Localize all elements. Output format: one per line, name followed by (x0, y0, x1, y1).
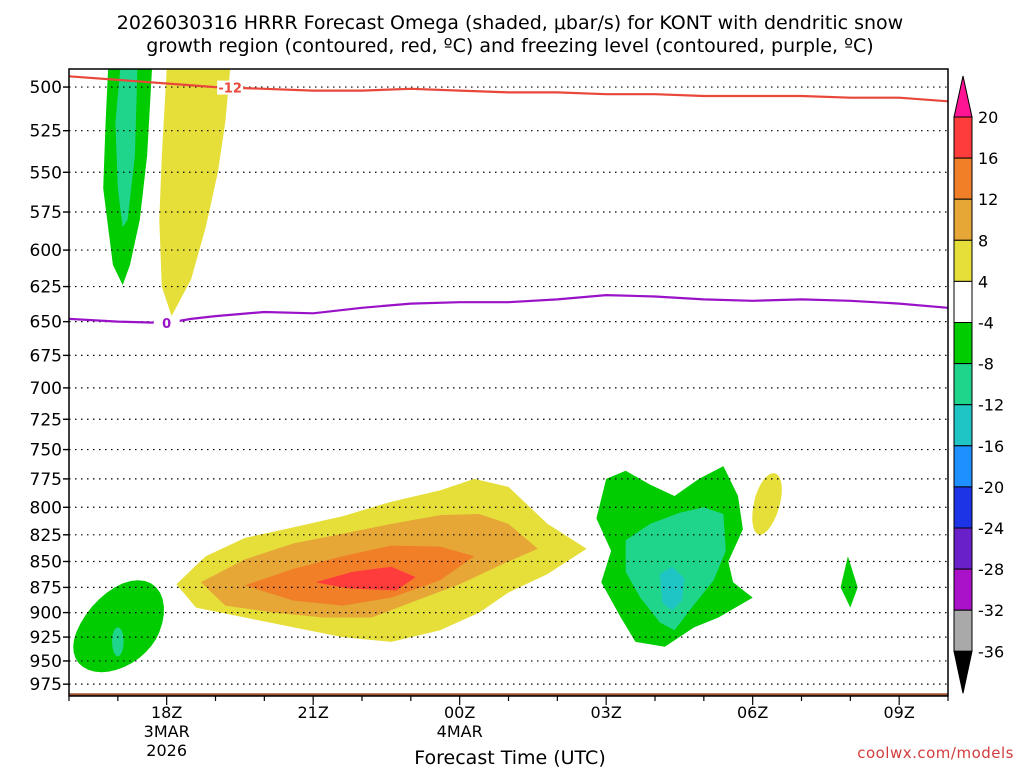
colorbar-label-11: -28 (978, 560, 1004, 579)
x-tick-label-18Z: 18Z (151, 703, 182, 722)
ground-strip (69, 693, 948, 696)
y-tick-label-875: 875 (30, 578, 62, 598)
colorbar-label-9: -20 (978, 478, 1004, 497)
colorbar-label-5: -4 (978, 314, 994, 333)
omega-region-1 (115, 69, 138, 228)
grid-lines (69, 86, 948, 685)
chart-title-line1: 2026030316 HRRR Forecast Omega (shaded, … (117, 12, 903, 34)
freezing-contour-line (68, 293, 949, 325)
x-tick-year-18Z: 2026 (146, 741, 187, 760)
omega-region-10 (625, 507, 726, 631)
y-tick-label-550: 550 (30, 163, 62, 183)
x-tick-label-00Z: 00Z (444, 703, 475, 722)
y-tick-label-650: 650 (30, 313, 62, 333)
y-tick-label-850: 850 (30, 552, 62, 572)
x-tick-label-21Z: 21Z (298, 703, 329, 722)
colorbar-box-13 (953, 609, 973, 652)
y-tick-label-575: 575 (30, 203, 62, 223)
y-tick-label-775: 775 (30, 470, 62, 490)
y-tick-label-925: 925 (30, 628, 62, 648)
colorbar-box-8 (953, 404, 973, 447)
colorbar-label-10: -24 (978, 519, 1004, 538)
colorbar: 20 16 12 8 4 -4 -8 -12 -16 -20 -24 -28 -32 -36 (953, 75, 1004, 694)
colorbar-box-10 (953, 486, 973, 529)
freezing-contour-label: 0 (162, 317, 171, 332)
omega-region-2 (159, 69, 231, 317)
colorbar-box-3 (953, 198, 973, 241)
x-tick-date-18Z: 3MAR (144, 722, 190, 741)
colorbar-label-0: 20 (978, 108, 998, 127)
y-tick-label-625: 625 (30, 278, 62, 298)
colorbar-arrow-bottom (953, 650, 973, 694)
colorbar-box-9 (953, 445, 973, 488)
surface-strip (69, 693, 948, 696)
y-tick-label-825: 825 (30, 526, 62, 546)
credit-text: coolwx.com/models (857, 744, 1014, 762)
omega-region-12 (752, 473, 782, 535)
y-tick-label-725: 725 (30, 410, 62, 430)
y-tick-label-800: 800 (30, 498, 62, 518)
y-tick-label-600: 600 (30, 241, 62, 261)
colorbar-label-3: 8 (978, 231, 988, 250)
colorbar-box-5 (953, 280, 973, 323)
x-tick-label-06Z: 06Z (737, 703, 768, 722)
y-tick-label-525: 525 (30, 122, 62, 142)
colorbar-box-7 (953, 363, 973, 406)
chart-title-line2: growth region (contoured, red, ºC) and f… (146, 35, 873, 57)
dgz-contour-line (68, 75, 949, 103)
colorbar-label-8: -16 (978, 437, 1004, 456)
colorbar-box-12 (953, 568, 973, 611)
colorbar-label-1: 16 (978, 149, 998, 168)
y-tick-label-500: 500 (30, 78, 62, 98)
colorbar-box-2 (953, 157, 973, 200)
dgz-contour-label-bg (217, 80, 244, 95)
omega-shading (73, 69, 858, 673)
colorbar-box-11 (953, 527, 973, 570)
y-tick-label-950: 950 (30, 652, 62, 672)
x-axis-title: Forecast Time (UTC) (414, 747, 605, 768)
colorbar-label-12: -32 (978, 601, 1004, 620)
colorbar-label-4: 4 (978, 272, 988, 291)
omega-region-3 (73, 580, 164, 673)
dgz-contour-label: -12 (218, 82, 242, 97)
y-tick-label-700: 700 (30, 379, 62, 399)
colorbar-label-2: 12 (978, 190, 998, 209)
y-axis: 500 525 550 575 600 625 650 675 700 725 750 775 800 8… (30, 78, 69, 695)
colorbar-label-13: -36 (978, 642, 1004, 661)
omega-region-8 (315, 566, 416, 591)
freezing-contour-label-bg (153, 316, 180, 331)
colorbar-box-4 (953, 239, 973, 282)
colorbar-box-1 (953, 116, 973, 159)
y-tick-label-975: 975 (30, 675, 62, 695)
colorbar-arrow-top (953, 75, 973, 118)
omega-region-13 (840, 556, 858, 608)
colorbar-label-7: -12 (978, 396, 1004, 415)
y-tick-label-900: 900 (30, 604, 62, 624)
x-tick-label-09Z: 09Z (884, 703, 915, 722)
x-tick-label-03Z: 03Z (591, 703, 622, 722)
colorbar-box-6 (953, 322, 973, 365)
omega-region-4 (112, 627, 124, 657)
contour-lines: -12 0 (68, 75, 949, 332)
x-tick-date-00Z: 4MAR (437, 722, 483, 741)
colorbar-label-6: -8 (978, 355, 994, 374)
y-tick-label-675: 675 (30, 346, 62, 366)
y-tick-label-750: 750 (30, 441, 62, 461)
omega-region-11 (659, 566, 685, 611)
